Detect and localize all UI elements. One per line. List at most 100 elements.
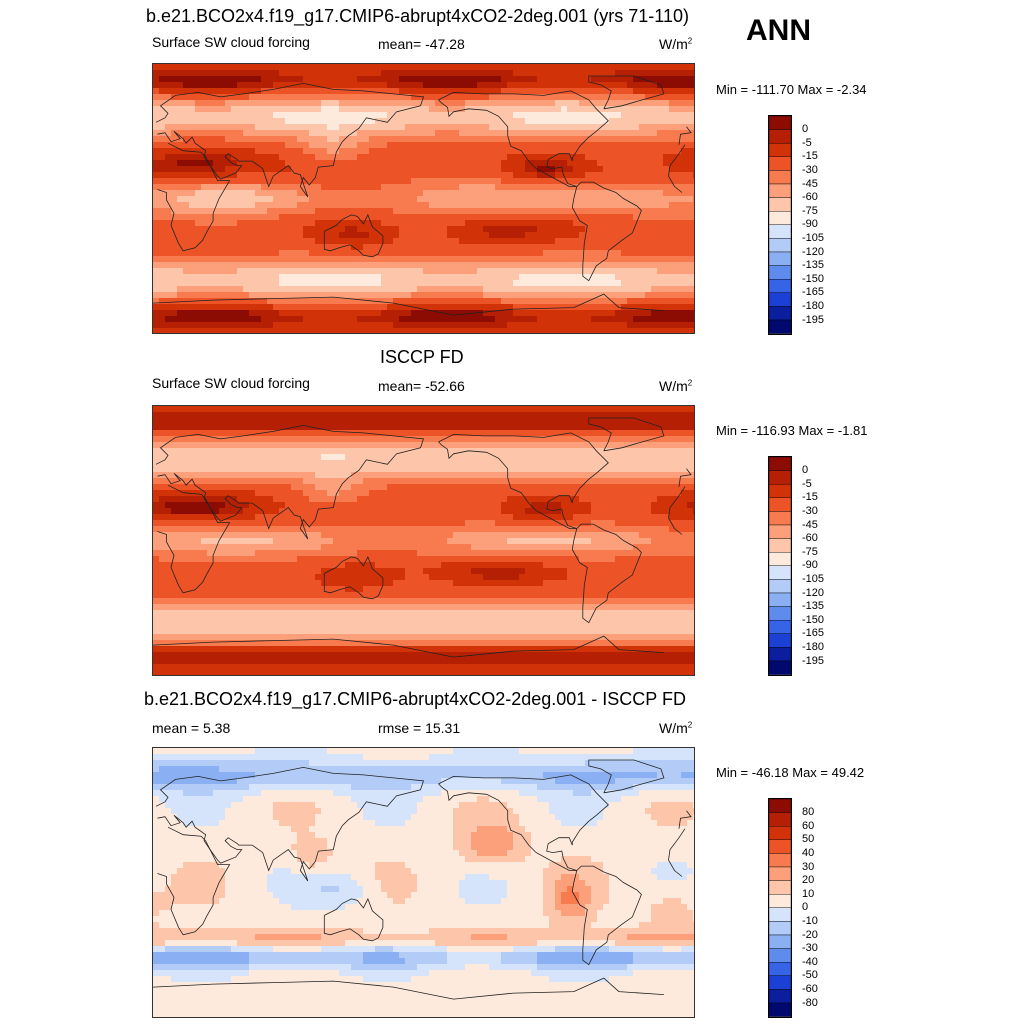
coastline — [438, 432, 609, 529]
colorbar-tick-label: -15 — [802, 491, 818, 504]
colorbar-tick-label: -105 — [802, 231, 825, 244]
panel2-map — [152, 405, 695, 676]
colorbar-bin — [769, 265, 791, 280]
colorbar-tick-label: 20 — [802, 874, 815, 887]
colorbar-tick-label: -45 — [802, 177, 818, 190]
colorbar-bin — [769, 511, 791, 526]
colorbar-bin — [769, 156, 791, 171]
coastline — [323, 555, 384, 600]
panel2-colorbar — [768, 456, 792, 676]
coastline — [155, 424, 692, 540]
panel2-units: W/m2 — [659, 378, 693, 394]
colorbar-tick-label: 60 — [802, 819, 815, 832]
colorbar-bin — [769, 210, 791, 225]
colorbar-tick-label: -135 — [802, 259, 825, 272]
coastline — [323, 897, 384, 942]
coastline — [323, 213, 384, 258]
colorbar-bin — [769, 224, 791, 239]
colorbar-bin — [769, 238, 791, 253]
colorbar-tick-label: -10 — [802, 914, 818, 927]
coastline — [157, 142, 686, 252]
colorbar-bin — [769, 606, 791, 621]
panel1-colorbar — [768, 115, 792, 335]
colorbar-tick-label: 30 — [802, 860, 815, 873]
colorbar-bin — [769, 143, 791, 158]
colorbar-tick-label: -195 — [802, 313, 825, 326]
colorbar-tick-label: 10 — [802, 887, 815, 900]
colorbar-tick-label: -165 — [802, 627, 825, 640]
panel2-title: ISCCP FD — [380, 347, 464, 367]
colorbar-tick-label: -60 — [802, 191, 818, 204]
coastline — [153, 635, 664, 658]
colorbar-bin — [769, 989, 791, 1004]
panel3-rmse: rmse = 15.31 — [378, 720, 461, 736]
colorbar-bin — [769, 319, 791, 334]
coastline — [438, 90, 609, 187]
panel1-mean: mean= -47.28 — [378, 36, 465, 52]
colorbar-tick-label: -45 — [802, 518, 818, 531]
colorbar-bin — [769, 251, 791, 266]
colorbar-bin — [769, 565, 791, 580]
colorbar-tick-label: -150 — [802, 613, 825, 626]
colorbar-bin — [769, 948, 791, 963]
panel3-map — [152, 747, 695, 1018]
colorbar-tick-label: 0 — [802, 901, 809, 914]
colorbar-bin — [769, 812, 791, 827]
colorbar-bin — [769, 975, 791, 990]
colorbar-bin — [769, 592, 791, 607]
colorbar-tick-label: -80 — [802, 996, 818, 1009]
colorbar-tick-label: -165 — [802, 286, 825, 299]
colorbar-bin — [769, 183, 791, 198]
colorbar-tick-label: -15 — [802, 150, 818, 163]
colorbar-tick-label: -5 — [802, 477, 812, 490]
colorbar-bin — [769, 826, 791, 841]
season-label: ANN — [746, 14, 811, 47]
coastline — [153, 977, 664, 1000]
colorbar-tick-label: -180 — [802, 640, 825, 653]
colorbar-tick-label: -120 — [802, 586, 825, 599]
colorbar-tick-label: -195 — [802, 654, 825, 667]
colorbar-tick-label: -50 — [802, 969, 818, 982]
colorbar-tick-label: 0 — [802, 123, 809, 136]
colorbar-bin — [769, 497, 791, 512]
colorbar-bin — [769, 853, 791, 868]
colorbar-bin — [769, 660, 791, 675]
colorbar-bin — [769, 524, 791, 539]
colorbar-bin — [769, 893, 791, 908]
colorbar-bin — [769, 934, 791, 949]
coastline — [571, 523, 642, 624]
colorbar-tick-label: -75 — [802, 545, 818, 558]
panel2-field-label: Surface SW cloud forcing — [152, 375, 310, 391]
colorbar-tick-label: -30 — [802, 163, 818, 176]
colorbar-bin — [769, 457, 791, 471]
panel1-units: W/m2 — [659, 36, 693, 52]
colorbar-bin — [769, 278, 791, 293]
colorbar-tick-label: -180 — [802, 299, 825, 312]
panel1-field-label: Surface SW cloud forcing — [152, 34, 310, 50]
colorbar-bin — [769, 907, 791, 922]
colorbar-bin — [769, 880, 791, 895]
colorbar-bin — [769, 538, 791, 553]
panel3-mean: mean = 5.38 — [152, 720, 231, 736]
colorbar-tick-label: 80 — [802, 806, 815, 819]
colorbar-tick-label: -30 — [802, 942, 818, 955]
colorbar-bin — [769, 1002, 791, 1017]
coastline — [157, 826, 686, 936]
colorbar-bin — [769, 129, 791, 144]
colorbar-bin — [769, 921, 791, 936]
colorbar-bin — [769, 579, 791, 594]
colorbar-bin — [769, 170, 791, 185]
coastline — [157, 484, 686, 594]
colorbar-tick-label: -60 — [802, 532, 818, 545]
coastline — [588, 75, 665, 110]
colorbar-tick-label: -30 — [802, 504, 818, 517]
panel3-colorbar — [768, 798, 792, 1018]
colorbar-tick-label: -60 — [802, 982, 818, 995]
colorbar-tick-label: -120 — [802, 245, 825, 258]
panel2-mean: mean= -52.66 — [378, 378, 465, 394]
colorbar-tick-label: 0 — [802, 464, 809, 477]
colorbar-bin — [769, 647, 791, 662]
colorbar-bin — [769, 619, 791, 634]
colorbar-tick-label: -150 — [802, 272, 825, 285]
colorbar-bin — [769, 633, 791, 648]
